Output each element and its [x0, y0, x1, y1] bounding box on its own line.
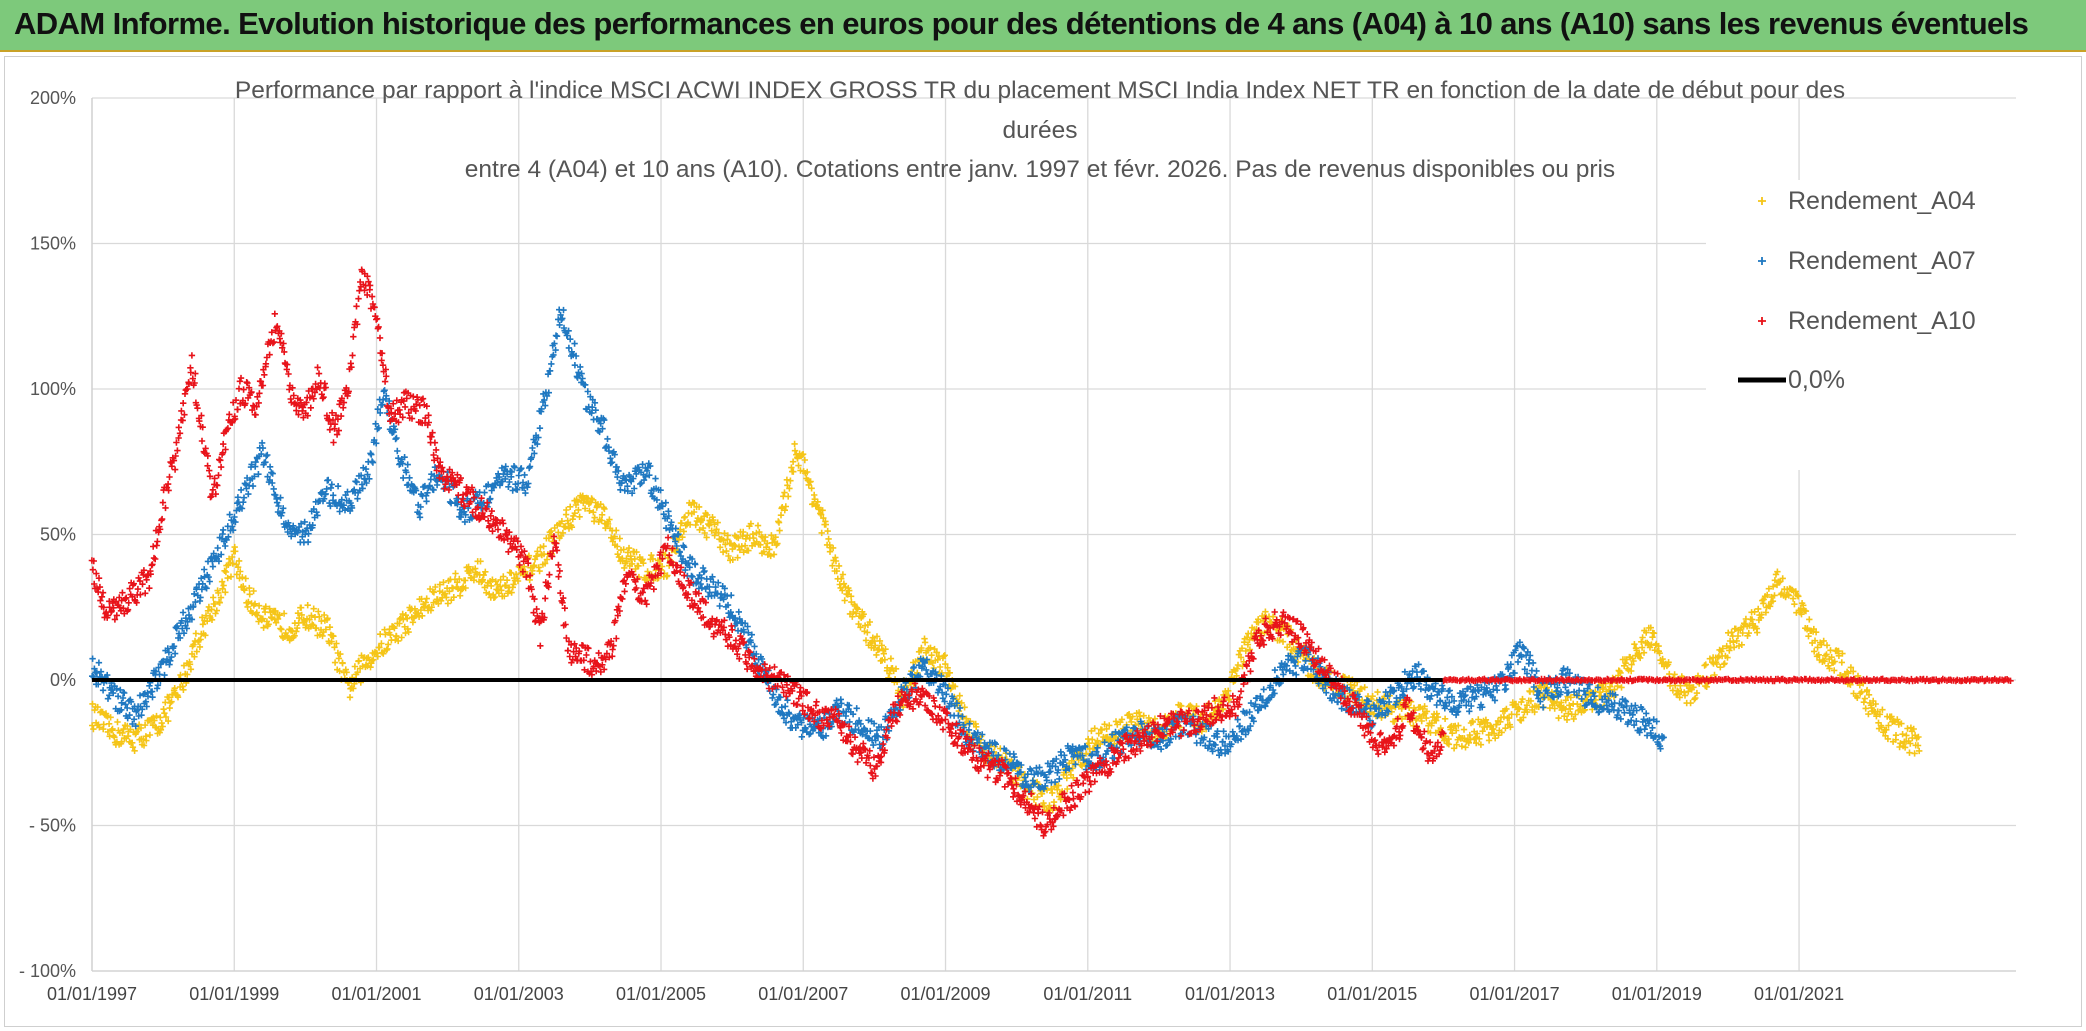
- report-banner: ADAM Informe. Evolution historique des p…: [0, 0, 2086, 52]
- y-tick-label: 150%: [30, 234, 76, 254]
- legend-label: Rendement_A04: [1788, 187, 1976, 215]
- x-tick-label: 01/01/2011: [1043, 984, 1132, 1004]
- x-tick-label: 01/01/2019: [1612, 984, 1702, 1004]
- x-tick-label: 01/01/2003: [474, 984, 564, 1004]
- legend-marker: [1758, 197, 1766, 205]
- series-marks-rendement_a10: [88, 266, 1447, 839]
- x-tick-label: 01/01/2015: [1327, 984, 1417, 1004]
- y-tick-label: 0%: [50, 670, 76, 690]
- x-tick-label: 01/01/2005: [616, 984, 706, 1004]
- report-banner-title: ADAM Informe. Evolution historique des p…: [14, 6, 2029, 41]
- chart: 200% 150% 100% 50% 0% - 50% - 100% 01/01/1997 01…: [19, 77, 2016, 1004]
- series-layer: [88, 266, 2014, 839]
- x-tick-label: 01/01/2013: [1185, 984, 1275, 1004]
- x-tick-label: 01/01/1999: [189, 984, 279, 1004]
- y-tick-label: - 50%: [29, 816, 76, 836]
- legend-box: [1706, 180, 2016, 470]
- axes: 200% 150% 100% 50% 0% - 50% - 100% 01/01/1997 01…: [19, 88, 2016, 1004]
- x-tick-label: 01/01/2021: [1754, 984, 1844, 1004]
- x-tick-label: 01/01/2017: [1470, 984, 1560, 1004]
- y-tick-label: 100%: [30, 379, 76, 399]
- x-tick-label: 01/01/2007: [758, 984, 848, 1004]
- y-tick-label: 200%: [30, 88, 76, 108]
- legend-label: 0,0%: [1788, 366, 1845, 394]
- legend-label: Rendement_A07: [1788, 247, 1976, 275]
- y-tick-label: 50%: [40, 525, 76, 545]
- series-marks-rendement_a10_zero: [1440, 675, 2014, 685]
- chart-title-line: Performance par rapport à l'indice MSCI …: [235, 77, 1845, 104]
- x-tick-label: 01/01/2009: [900, 984, 990, 1004]
- chart-title-line: entre 4 (A04) et 10 ans (A10). Cotations…: [465, 156, 1615, 183]
- x-tick-label: 01/01/1997: [47, 984, 137, 1004]
- legend-marker: [1758, 257, 1766, 265]
- legend-marker: [1758, 317, 1766, 325]
- series-rendement_a10: [88, 266, 1447, 839]
- series-rendement_a10_zero: [1440, 675, 2014, 685]
- chart-title: Performance par rapport à l'indice MSCI …: [235, 77, 1845, 183]
- chart-title-line: durées: [1003, 117, 1078, 144]
- legend-label: Rendement_A10: [1788, 307, 1976, 335]
- y-tick-label: - 100%: [19, 961, 76, 981]
- legend: Rendement_A04 Rendement_A07 Rendement_A10 0…: [1706, 180, 2016, 470]
- x-tick-label: 01/01/2001: [331, 984, 421, 1004]
